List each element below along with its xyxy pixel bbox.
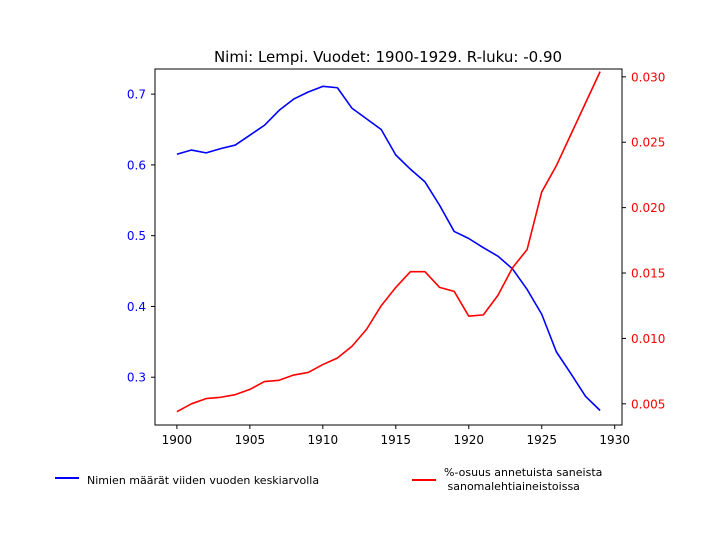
plot-frame (154, 68, 623, 426)
y-left-tick-label-2: 0.5 (127, 229, 146, 243)
y-left-tick-label-0: 0.3 (127, 371, 146, 385)
y-left-tick-label-3: 0.6 (127, 158, 146, 172)
y-left-tick-label-4: 0.7 (127, 88, 146, 102)
legend: Nimien määrät viiden vuoden keskiarvolla… (55, 466, 602, 493)
x-tick-label-3: 1915 (381, 433, 412, 447)
x-tick-label-6: 1930 (599, 433, 630, 447)
y-right-axis: 0.005 0.010 0.015 0.020 0.025 0.030 (622, 70, 665, 411)
y-left-axis: 0.3 0.4 0.5 0.6 0.7 (127, 88, 155, 385)
series-line-1 (176, 71, 601, 413)
x-tick-label-4: 1920 (453, 433, 484, 447)
y-right-tick-label-4: 0.025 (631, 136, 665, 150)
y-right-tick-label-0: 0.005 (631, 397, 665, 411)
y-left-tick-label-1: 0.4 (127, 300, 146, 314)
y-right-tick-label-1: 0.010 (631, 332, 665, 346)
series-line-0 (176, 85, 601, 412)
x-axis: 1900 1905 1910 1915 1920 1925 1930 (162, 425, 630, 447)
y-right-tick-label-2: 0.015 (631, 267, 665, 281)
x-tick-label-1: 1905 (235, 433, 266, 447)
y-right-tick-label-5: 0.030 (631, 70, 665, 84)
legend-label-0: Nimien määrät viiden vuoden keskiarvolla (87, 474, 319, 487)
y-right-tick-label-3: 0.020 (631, 201, 665, 215)
x-tick-label-0: 1900 (162, 433, 193, 447)
legend-label-1: %-osuus annetuista saneista sanomalehtia… (444, 466, 602, 493)
series-layer (176, 71, 601, 413)
x-tick-label-5: 1925 (526, 433, 557, 447)
chart-title: Nimi: Lempi. Vuodet: 1900-1929. R-luku: … (214, 48, 562, 66)
x-tick-label-2: 1910 (308, 433, 339, 447)
